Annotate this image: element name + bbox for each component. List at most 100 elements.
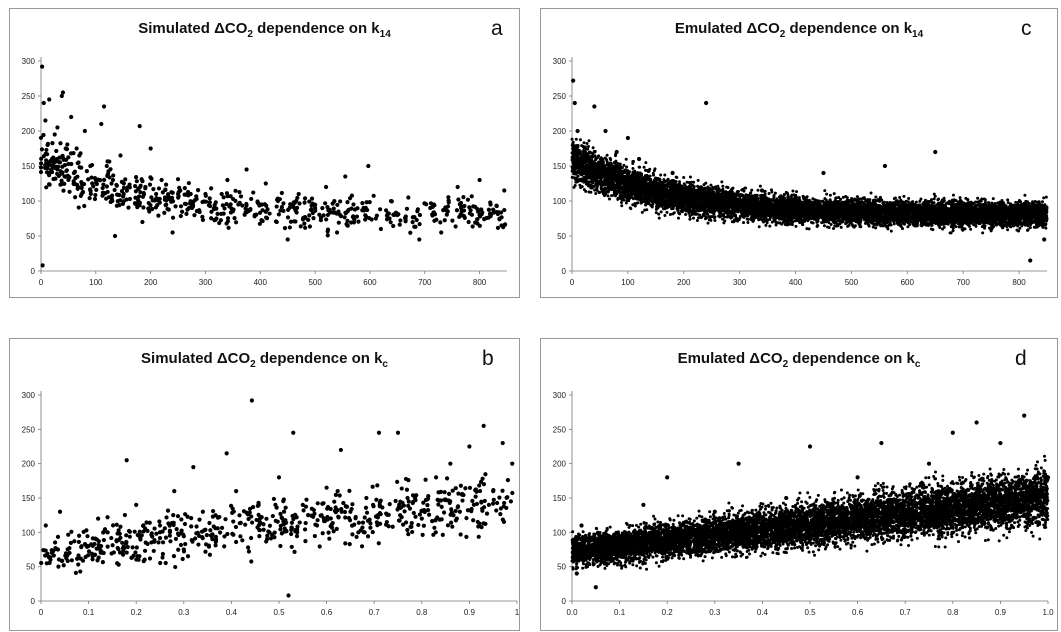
data-point [721, 185, 724, 188]
data-point [587, 145, 590, 148]
data-point [281, 209, 285, 213]
x-tick-label: 500 [845, 278, 859, 287]
data-point [264, 204, 268, 208]
data-point [277, 212, 281, 216]
data-point [176, 194, 180, 198]
data-point [54, 165, 58, 169]
data-point [40, 147, 44, 151]
data-point [214, 207, 218, 211]
data-point [439, 230, 443, 234]
data-point [69, 115, 73, 119]
data-point [374, 216, 378, 220]
data-point [213, 218, 217, 222]
data-point [125, 189, 129, 193]
data-point [162, 211, 166, 215]
data-point [173, 204, 177, 208]
data-point [133, 202, 137, 206]
data-point [324, 185, 328, 189]
data-point [82, 204, 86, 208]
data-point [1042, 237, 1046, 241]
data-point [317, 213, 321, 217]
data-point [459, 209, 463, 213]
data-point [470, 213, 474, 217]
data-point [496, 226, 500, 230]
data-point [331, 201, 335, 205]
data-point [42, 154, 46, 158]
data-point [251, 190, 255, 194]
data-point [275, 204, 279, 208]
data-point [466, 198, 470, 202]
data-point [478, 224, 482, 228]
data-point [387, 211, 391, 215]
data-point [764, 190, 767, 193]
data-point [57, 156, 61, 160]
data-point [280, 191, 284, 195]
data-point [372, 194, 376, 198]
data-point [480, 212, 484, 216]
data-point [1029, 226, 1032, 229]
data-point [185, 207, 189, 211]
data-point [232, 216, 236, 220]
data-point [406, 195, 410, 199]
data-point [303, 196, 307, 200]
data-point [350, 193, 354, 197]
data-point [573, 101, 577, 105]
data-point [1045, 196, 1048, 199]
data-point [105, 164, 109, 168]
data-point [69, 151, 73, 155]
data-point [113, 234, 117, 238]
y-tick-label: 50 [26, 232, 35, 241]
data-point [244, 202, 248, 206]
data-point [320, 206, 324, 210]
data-point [424, 202, 428, 206]
data-point [253, 214, 257, 218]
data-point [186, 190, 190, 194]
data-point [286, 215, 290, 219]
data-point [458, 202, 462, 206]
data-point [322, 213, 326, 217]
data-point [289, 220, 293, 224]
data-point [323, 201, 327, 205]
data-point [259, 218, 263, 222]
data-point [149, 195, 153, 199]
data-point [594, 192, 597, 195]
data-point [191, 204, 195, 208]
y-tick-label: 100 [553, 197, 567, 206]
data-point [165, 207, 169, 211]
data-point [319, 218, 323, 222]
data-point [93, 193, 97, 197]
data-point [264, 181, 268, 185]
data-point [588, 139, 591, 142]
data-point [245, 210, 249, 214]
data-point [141, 205, 145, 209]
data-point [288, 225, 292, 229]
data-point [704, 101, 708, 105]
data-point [275, 198, 279, 202]
data-point [140, 220, 144, 224]
data-point [59, 179, 63, 183]
data-point [171, 191, 175, 195]
data-point [303, 215, 307, 219]
data-point [268, 211, 272, 215]
data-point [73, 182, 77, 186]
data-point [502, 188, 506, 192]
data-point [58, 141, 62, 145]
data-point [487, 208, 491, 212]
data-point [115, 184, 119, 188]
data-point [219, 218, 223, 222]
data-point [111, 178, 115, 182]
scatter-points [39, 65, 507, 268]
data-point [138, 201, 142, 205]
x-tick-label: 500 [308, 278, 322, 287]
data-point [259, 202, 263, 206]
data-point [61, 90, 65, 94]
data-point [768, 192, 771, 195]
data-point [136, 187, 140, 191]
data-point [709, 219, 712, 222]
data-point [353, 207, 357, 211]
data-point [433, 212, 437, 216]
data-point [67, 175, 71, 179]
data-point [76, 160, 80, 164]
